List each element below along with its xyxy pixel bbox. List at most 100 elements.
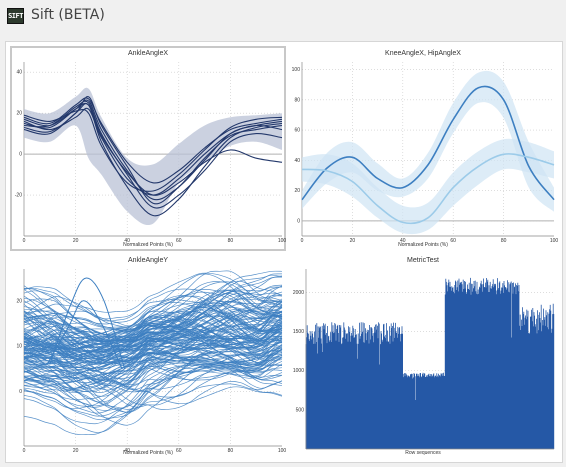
ankle-y-trace bbox=[23, 376, 283, 410]
app-title: Sift (BETA) bbox=[31, 7, 105, 23]
x-tick-label: 40 bbox=[400, 238, 406, 244]
ankle-angle-x-chart: 0 20 40 60 80 100 -20 0 20 40 bbox=[15, 62, 286, 244]
title-bar: SIFT Sift (BETA) bbox=[0, 0, 566, 32]
x-tick-label: 60 bbox=[450, 238, 456, 244]
ankle-y-trace bbox=[23, 353, 283, 417]
confidence-band bbox=[302, 70, 554, 212]
x-tick-label: 80 bbox=[501, 238, 507, 244]
ankle-y-trace bbox=[23, 354, 283, 425]
panel-title: AnkleAngleY bbox=[127, 257, 169, 264]
x-tick-label: 0 bbox=[23, 238, 26, 244]
ankle-y-trace bbox=[23, 347, 283, 389]
x-axis-label: Normalized Points (%) bbox=[123, 450, 173, 456]
ankle-y-trace bbox=[23, 291, 283, 352]
y-tick-label: 20 bbox=[16, 111, 22, 117]
panel-title: AnkleAngleX bbox=[127, 50, 169, 57]
y-tick-label: 0 bbox=[297, 218, 300, 224]
x-tick-label: 80 bbox=[228, 448, 234, 454]
ankle-y-trace bbox=[23, 307, 283, 358]
x-axis-label: Normalized Points (%) bbox=[123, 242, 173, 248]
ankle-y-trace bbox=[23, 344, 283, 380]
ankle-y-outlier-trace bbox=[46, 300, 123, 370]
ankle-y-trace bbox=[23, 272, 283, 317]
ankle-y-trace bbox=[23, 345, 283, 392]
ankle-y-trace bbox=[23, 315, 282, 362]
ankle-y-trace bbox=[23, 311, 283, 358]
ankle-x-series-line bbox=[23, 102, 283, 196]
ankle-x-series-line bbox=[23, 100, 283, 209]
x-tick-label: 40 bbox=[124, 238, 130, 244]
ankle-y-trace bbox=[23, 341, 283, 389]
ankle-y-trace bbox=[23, 329, 283, 365]
ankle-y-trace bbox=[23, 355, 283, 391]
confidence-band bbox=[302, 138, 554, 235]
x-tick-label: 60 bbox=[176, 238, 182, 244]
ankle-y-trace bbox=[23, 298, 283, 359]
x-axis-label: Row sequences bbox=[405, 450, 441, 456]
x-tick-label: 100 bbox=[278, 448, 286, 454]
y-tick-label: 1000 bbox=[293, 368, 304, 374]
ankle-y-trace bbox=[23, 371, 283, 398]
ankle-y-trace bbox=[23, 314, 283, 362]
ankle-y-trace bbox=[23, 345, 283, 381]
ankle-y-trace bbox=[23, 322, 283, 363]
ankle-y-trace bbox=[23, 368, 283, 393]
y-tick-label: 40 bbox=[294, 158, 300, 164]
ankle-y-trace bbox=[23, 300, 283, 355]
ankle-y-trace bbox=[23, 280, 283, 354]
y-tick-label: 20 bbox=[294, 188, 300, 194]
ankle-y-trace bbox=[23, 270, 283, 345]
ankle-y-trace bbox=[23, 288, 283, 340]
y-tick-label: 0 bbox=[19, 389, 22, 395]
panel-ankle-angle-x[interactable]: AnkleAngleX 0 20 40 60 80 100 -20 0 20 40 Normali… bbox=[10, 46, 286, 251]
y-tick-label: 0 bbox=[19, 152, 22, 158]
ankle-y-trace bbox=[23, 337, 283, 380]
ankle-y-trace bbox=[23, 293, 283, 349]
x-tick-label: 20 bbox=[73, 448, 79, 454]
confidence-band bbox=[24, 87, 282, 226]
ankle-y-trace bbox=[23, 349, 283, 414]
joint-angle-series-line bbox=[301, 85, 555, 201]
x-tick-label: 60 bbox=[176, 448, 182, 454]
ankle-y-trace bbox=[23, 348, 283, 390]
y-tick-label: 10 bbox=[16, 344, 22, 350]
sift-logo-icon: SIFT bbox=[7, 8, 24, 24]
panel-ankle-angle-y[interactable]: AnkleAngleY 0 20 40 60 80 100 0 10 20 Normalized… bbox=[10, 253, 286, 459]
ankle-y-trace bbox=[23, 335, 283, 366]
panel-knee-hip-angle-x[interactable]: KneeAngleX, HipAngleX 0 20 40 60 80 100 0 20 40 6… bbox=[288, 46, 558, 251]
trace-group bbox=[23, 270, 283, 435]
x-tick-label: 20 bbox=[350, 238, 356, 244]
x-tick-label: 100 bbox=[278, 238, 286, 244]
metric-bars bbox=[305, 277, 555, 449]
panel-metric-test[interactable]: MetricTest 500 1000 1500 2000 Row sequences bbox=[288, 253, 558, 459]
ankle-y-trace bbox=[23, 365, 283, 408]
panel-title: MetricTest bbox=[407, 257, 439, 264]
ankle-y-trace bbox=[23, 326, 283, 377]
ankle-angle-y-chart: 0 20 40 60 80 100 0 10 20 bbox=[16, 269, 286, 454]
x-axis-label: Normalized Points (%) bbox=[398, 242, 448, 248]
y-tick-label: 20 bbox=[16, 298, 22, 304]
ankle-y-trace bbox=[23, 357, 283, 411]
x-tick-label: 0 bbox=[23, 448, 26, 454]
y-tick-label: -20 bbox=[15, 193, 22, 199]
ankle-x-series-line bbox=[23, 108, 283, 192]
x-tick-label: 20 bbox=[73, 238, 79, 244]
ankle-y-trace bbox=[23, 335, 283, 364]
x-tick-label: 80 bbox=[228, 238, 234, 244]
ankle-y-trace bbox=[23, 290, 283, 344]
y-tick-label: 60 bbox=[294, 128, 300, 134]
y-tick-label: 40 bbox=[16, 70, 22, 76]
ankle-y-trace bbox=[23, 327, 283, 371]
ankle-y-trace bbox=[23, 351, 283, 394]
ankle-x-series-line bbox=[23, 96, 283, 205]
y-tick-label: 80 bbox=[294, 97, 300, 103]
ankle-y-trace bbox=[23, 360, 283, 435]
metric-test-chart: 500 1000 1500 2000 bbox=[293, 269, 555, 450]
y-tick-label: 100 bbox=[292, 67, 301, 73]
knee-hip-angle-x-chart: 0 20 40 60 80 100 0 20 40 60 80 100 bbox=[292, 62, 558, 244]
ankle-y-trace bbox=[23, 312, 283, 358]
chart-canvas: AnkleAngleX 0 20 40 60 80 100 -20 0 20 40 Normali… bbox=[5, 41, 563, 463]
x-tick-label: 100 bbox=[550, 238, 558, 244]
x-tick-label: 0 bbox=[301, 238, 304, 244]
joint-angle-series-line bbox=[301, 153, 555, 225]
